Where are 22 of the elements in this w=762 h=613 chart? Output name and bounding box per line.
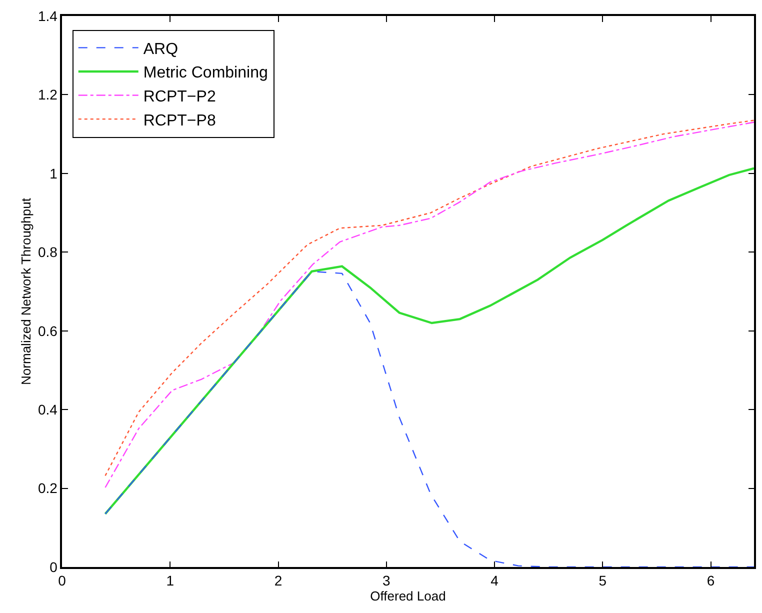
legend-label: RCPT−P2 [143, 88, 216, 106]
y-tick-label: 1 [50, 165, 58, 182]
x-tick-label: 3 [382, 572, 390, 589]
x-tick-label: 5 [598, 572, 607, 589]
y-tick-label: 0 [50, 558, 58, 575]
x-tick-label: 2 [274, 572, 282, 589]
legend-label: Metric Combining [143, 64, 268, 82]
y-tick-label: 0.4 [38, 401, 58, 418]
y-tick-label: 0.6 [38, 322, 58, 339]
x-tick-label: 4 [490, 572, 499, 589]
legend-label: RCPT−P8 [143, 112, 216, 130]
y-tick-label: 0.8 [38, 244, 58, 260]
legend-label: ARQ [143, 40, 178, 58]
x-axis-title: Offered Load [370, 588, 446, 604]
x-tick-label: 1 [166, 572, 174, 589]
y-tick-label: 0.2 [38, 480, 58, 496]
y-tick-label: 1.2 [38, 86, 58, 103]
y-axis-title: Normalized Network Throughput [18, 198, 34, 385]
line-series [104, 167, 754, 515]
x-tick-label: 6 [706, 572, 715, 589]
line-series [104, 270, 754, 567]
y-tick-label: 1.4 [38, 8, 58, 24]
